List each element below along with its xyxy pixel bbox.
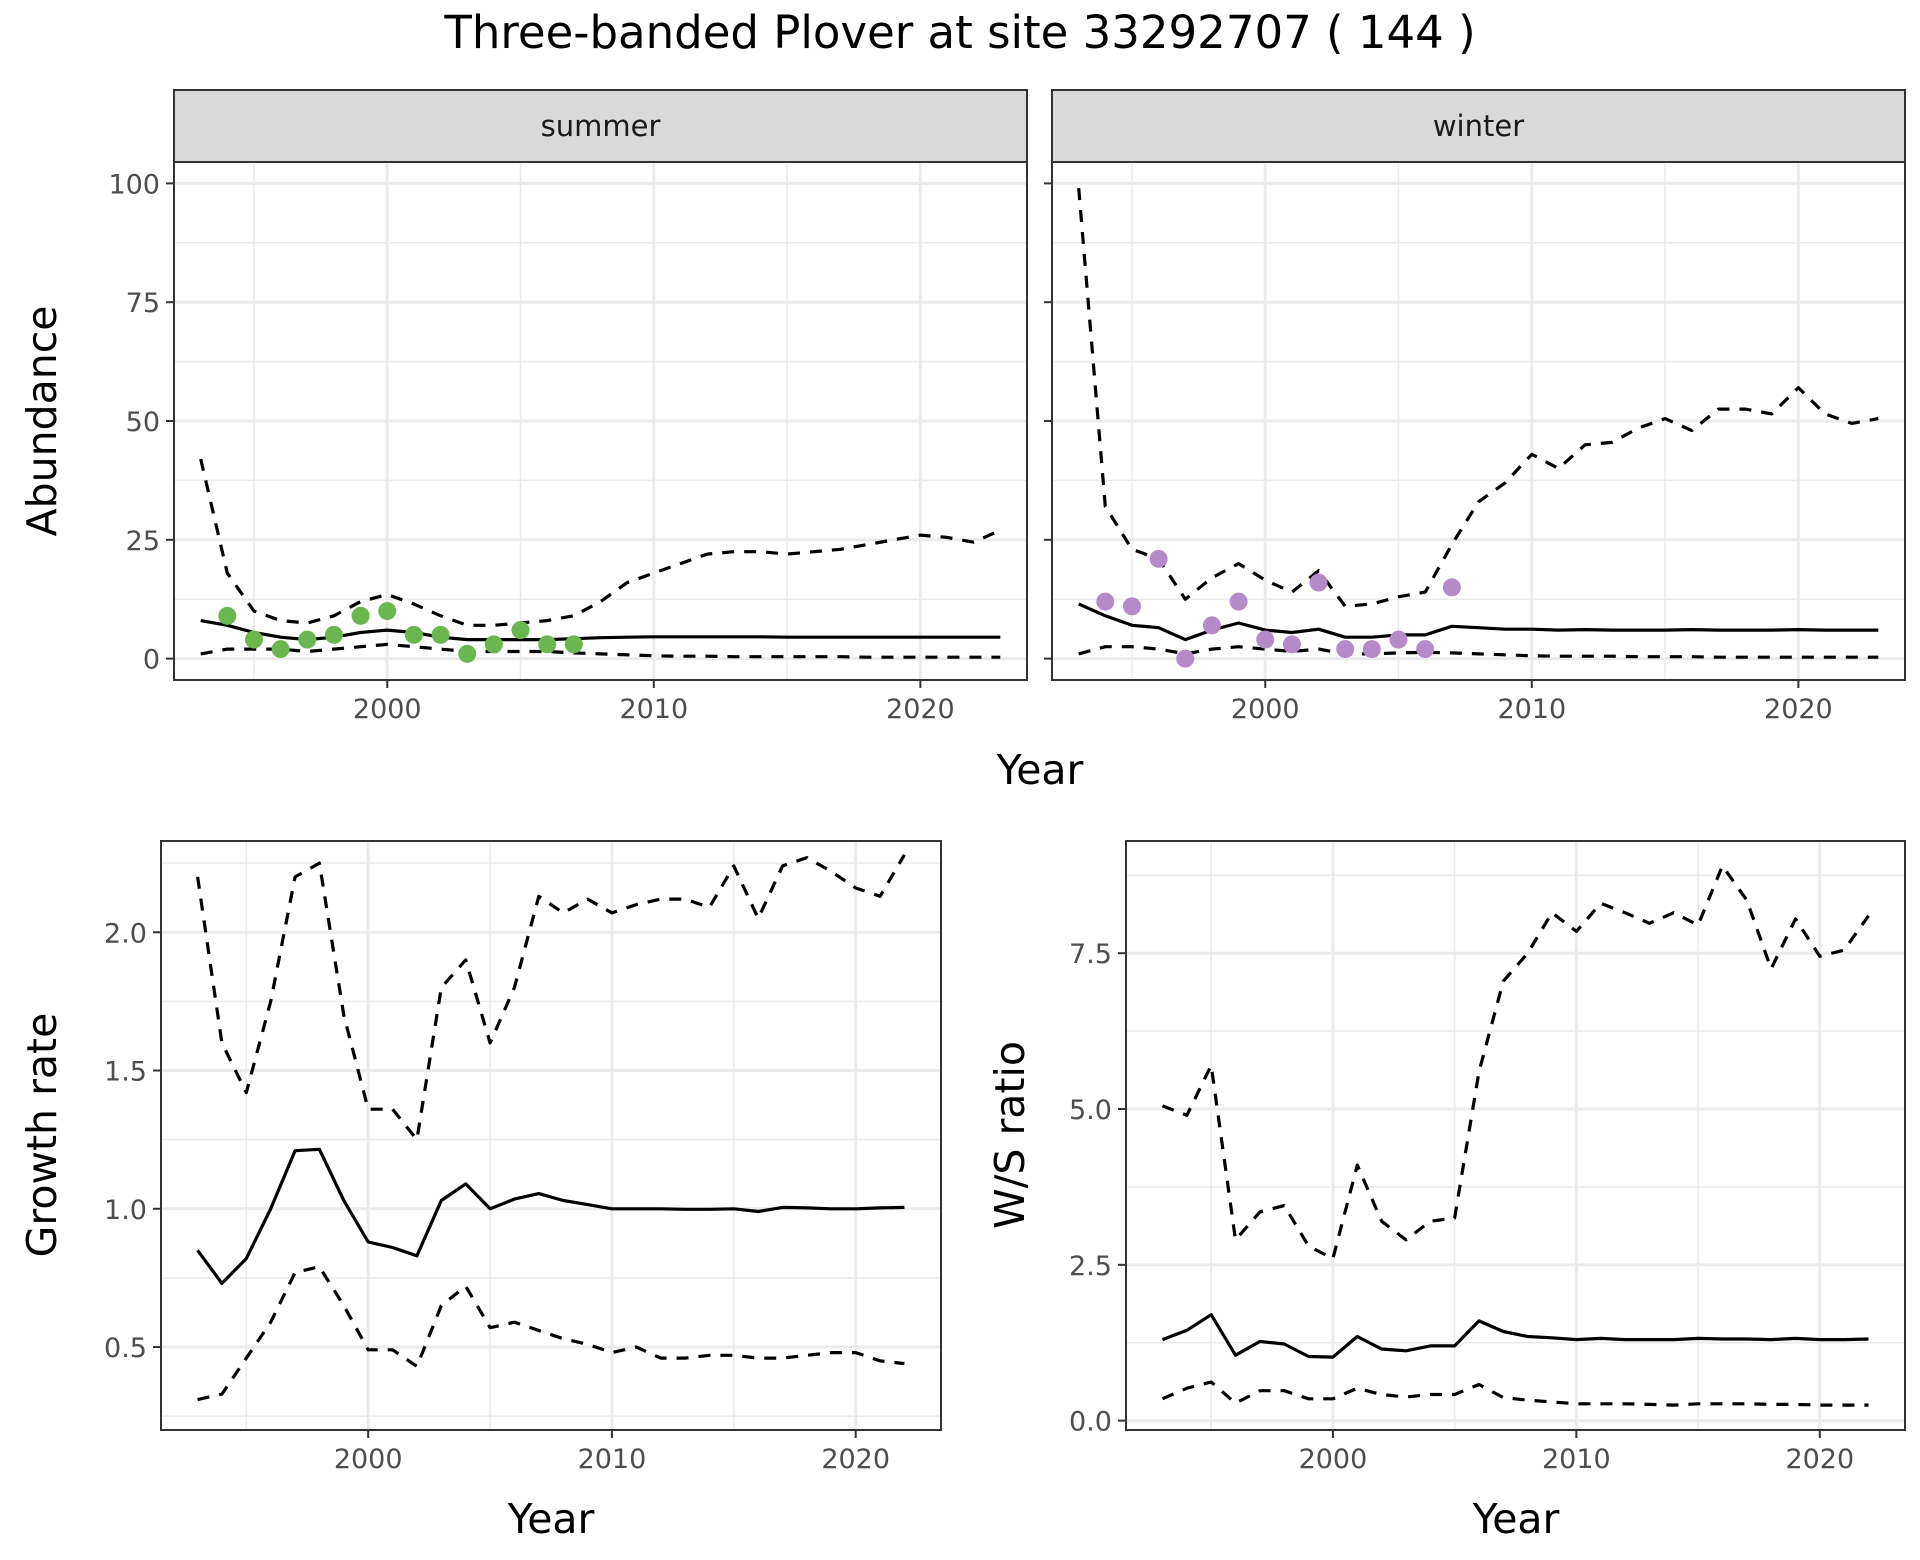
data-point	[404, 625, 423, 644]
x-axis-title-growth: Year	[507, 1495, 595, 1543]
data-point	[1202, 616, 1221, 635]
series-line-lower	[200, 642, 1001, 659]
x-tick-label: 2000	[334, 1444, 403, 1475]
x-tick-label: 2010	[1542, 1444, 1611, 1475]
x-tick-label: 2000	[1299, 1444, 1368, 1475]
data-point	[1309, 573, 1328, 592]
data-point	[538, 635, 557, 654]
series-line-upper	[196, 853, 906, 1142]
series-line-estimate	[200, 619, 1001, 642]
data-point	[1096, 592, 1115, 611]
x-axis-title-top: Year	[996, 746, 1084, 794]
data-point	[271, 640, 290, 659]
data-point	[1149, 549, 1168, 568]
data-point	[1122, 597, 1141, 616]
data-point	[1229, 592, 1248, 611]
x-tick-label: 2000	[1231, 694, 1300, 725]
data-point	[564, 635, 583, 654]
x-tick-label: 2010	[578, 1444, 647, 1475]
panel-border	[1125, 840, 1906, 1431]
chart-title: Three-banded Plover at site 33292707 ( 1…	[443, 6, 1475, 59]
data-point	[484, 635, 503, 654]
series-line-upper	[199, 458, 1001, 627]
series-line-lower	[197, 1265, 905, 1402]
chart-panel-growth-rate: 0.5 1.0 1.5 2.0 2000 2010 2020	[104, 840, 942, 1475]
y-tick-label: 25	[126, 526, 160, 557]
data-point	[1176, 649, 1195, 668]
series-line-lower	[1078, 645, 1879, 659]
data-point	[351, 606, 370, 625]
y-tick-label: 5.0	[1069, 1095, 1112, 1126]
panel-border	[160, 840, 942, 1431]
series-line-estimate	[1078, 602, 1879, 642]
data-point	[431, 625, 450, 644]
y-tick-label: 2.0	[104, 918, 147, 949]
x-tick-label: 2000	[353, 694, 422, 725]
y-tick-label: 100	[108, 169, 160, 200]
y-tick-label: 0	[143, 645, 160, 676]
y-tick-label: 0.5	[104, 1333, 147, 1364]
data-point	[1256, 630, 1275, 649]
data-point	[1282, 635, 1301, 654]
y-tick-label: 1.0	[104, 1195, 147, 1226]
chart-panel-winter: winter 2000 2010 2020	[1044, 89, 1906, 725]
y-axis-title-ratio: W/S ratio	[986, 1041, 1034, 1229]
facet-strip-label: summer	[541, 109, 661, 143]
facet-strip-label: winter	[1433, 109, 1524, 143]
series-line-upper	[1077, 187, 1879, 608]
data-point	[511, 621, 530, 640]
series-line-upper	[1161, 864, 1870, 1261]
y-tick-label: 1.5	[104, 1057, 147, 1088]
x-tick-label: 2020	[886, 694, 955, 725]
data-point	[1336, 640, 1355, 659]
series-line-estimate	[196, 1147, 905, 1285]
y-tick-label: 2.5	[1069, 1251, 1112, 1282]
series-line-estimate	[1161, 1313, 1869, 1359]
y-tick-label: 50	[126, 407, 160, 438]
x-tick-label: 2010	[1497, 694, 1566, 725]
y-axis-title-abundance: Abundance	[18, 306, 66, 537]
chart-panel-summer: summer 0 25 50 75 100 2000 2010 2020	[108, 89, 1028, 725]
data-point	[324, 625, 343, 644]
y-tick-label: 7.5	[1069, 939, 1112, 970]
x-tick-label: 2010	[619, 694, 688, 725]
data-point	[298, 630, 317, 649]
x-tick-label: 2020	[821, 1444, 890, 1475]
facet-strip	[173, 89, 1028, 163]
data-point	[218, 606, 237, 625]
data-point	[244, 630, 263, 649]
y-tick-label: 0.0	[1069, 1407, 1112, 1438]
facet-strip	[1051, 89, 1906, 163]
x-axis-title-ratio: Year	[1472, 1495, 1560, 1543]
y-axis-title-growth: Growth rate	[18, 1013, 66, 1258]
x-tick-label: 2020	[1764, 694, 1833, 725]
data-point	[458, 644, 477, 663]
x-tick-label: 2020	[1785, 1444, 1854, 1475]
data-point	[1442, 578, 1461, 597]
data-point	[1389, 630, 1408, 649]
data-point	[1416, 640, 1435, 659]
chart-panel-ws-ratio: 0.0 2.5 5.0 7.5 2000 2010 2020	[1069, 840, 1906, 1475]
series-line-lower	[1161, 1380, 1869, 1407]
data-point	[378, 602, 397, 621]
data-point	[1362, 640, 1381, 659]
y-tick-label: 75	[126, 288, 160, 319]
